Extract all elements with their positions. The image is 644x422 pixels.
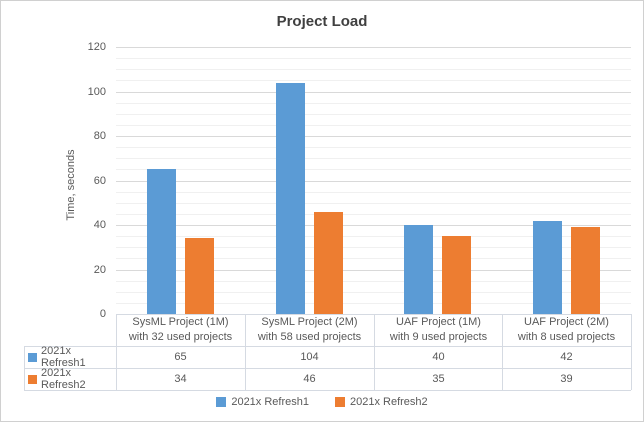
- chart-legend: 2021x Refresh1 2021x Refresh2: [1, 396, 643, 408]
- y-tick-label: 120: [87, 41, 106, 53]
- bar-series2-cat3: [442, 236, 471, 314]
- table-border-line: [24, 346, 25, 390]
- major-gridline: [116, 92, 631, 93]
- minor-gridline: [116, 58, 631, 59]
- y-tick-label: 100: [87, 86, 106, 98]
- table-border-line: [24, 368, 631, 369]
- table-series-name: 2021x Refresh2: [24, 367, 116, 391]
- minor-gridline: [116, 258, 631, 259]
- legend-item: 2021x Refresh2: [335, 396, 428, 408]
- legend-label: 2021x Refresh2: [350, 396, 428, 408]
- category-label: UAF Project (1M) with 9 used projects: [389, 316, 488, 343]
- bar-series1-cat3: [404, 225, 433, 314]
- minor-gridline: [116, 214, 631, 215]
- legend-item: 2021x Refresh1: [216, 396, 309, 408]
- y-tick-label: 80: [93, 130, 106, 142]
- chart-title: Project Load: [276, 13, 368, 30]
- minor-gridline: [116, 236, 631, 237]
- bar-series2-cat2: [314, 212, 343, 314]
- major-gridline: [116, 270, 631, 271]
- table-border-line: [116, 314, 117, 390]
- table-value: 65: [174, 350, 187, 363]
- legend-swatch: [216, 397, 227, 407]
- bar-series1-cat2: [276, 83, 305, 314]
- plot-area: [116, 47, 631, 315]
- minor-gridline: [116, 125, 631, 126]
- series-key-swatch: [28, 352, 37, 362]
- minor-gridline: [116, 147, 631, 148]
- table-border-line: [374, 314, 375, 390]
- bar-series1-cat4: [533, 221, 562, 314]
- data-table: SysML Project (1M) with 32 used projects S…: [24, 314, 632, 391]
- series-key-swatch: [28, 374, 37, 384]
- minor-gridline: [116, 203, 631, 204]
- table-series-name: 2021x Refresh1: [24, 345, 116, 369]
- major-gridline: [116, 181, 631, 182]
- table-value: 34: [174, 372, 187, 385]
- minor-gridline: [116, 103, 631, 104]
- minor-gridline: [116, 114, 631, 115]
- minor-gridline: [116, 247, 631, 248]
- major-gridline: [116, 136, 631, 137]
- table-value: 104: [300, 350, 319, 363]
- minor-gridline: [116, 69, 631, 70]
- major-gridline: [116, 225, 631, 226]
- table-value: 35: [432, 372, 445, 385]
- legend-label: 2021x Refresh1: [231, 396, 309, 408]
- table-border-line: [502, 314, 503, 390]
- major-gridline: [116, 47, 631, 48]
- category-label: SysML Project (2M) with 58 used projects: [257, 316, 362, 343]
- table-value: 39: [560, 372, 573, 385]
- legend-swatch: [335, 397, 345, 407]
- minor-gridline: [116, 192, 631, 193]
- table-border-line: [116, 314, 631, 315]
- table-border-line: [245, 314, 246, 390]
- table-border-line: [631, 314, 632, 390]
- table-value: 46: [303, 372, 316, 385]
- table-value: 42: [560, 350, 573, 363]
- bar-series2-cat4: [571, 227, 600, 314]
- bar-series2-cat1: [185, 238, 214, 314]
- minor-gridline: [116, 303, 631, 304]
- minor-gridline: [116, 292, 631, 293]
- minor-gridline: [116, 80, 631, 81]
- minor-gridline: [116, 158, 631, 159]
- y-tick-label: 60: [93, 175, 106, 187]
- table-border-line: [24, 390, 631, 391]
- y-tick-label: 40: [93, 219, 106, 231]
- y-tick-label: 0: [99, 308, 106, 320]
- y-tick-label: 20: [93, 264, 106, 276]
- bar-series1-cat1: [147, 169, 176, 314]
- category-label: SysML Project (1M) with 32 used projects: [128, 316, 233, 343]
- minor-gridline: [116, 281, 631, 282]
- minor-gridline: [116, 169, 631, 170]
- table-value: 40: [432, 350, 445, 363]
- category-label: UAF Project (2M) with 8 used projects: [517, 316, 616, 343]
- table-border-line: [24, 346, 631, 347]
